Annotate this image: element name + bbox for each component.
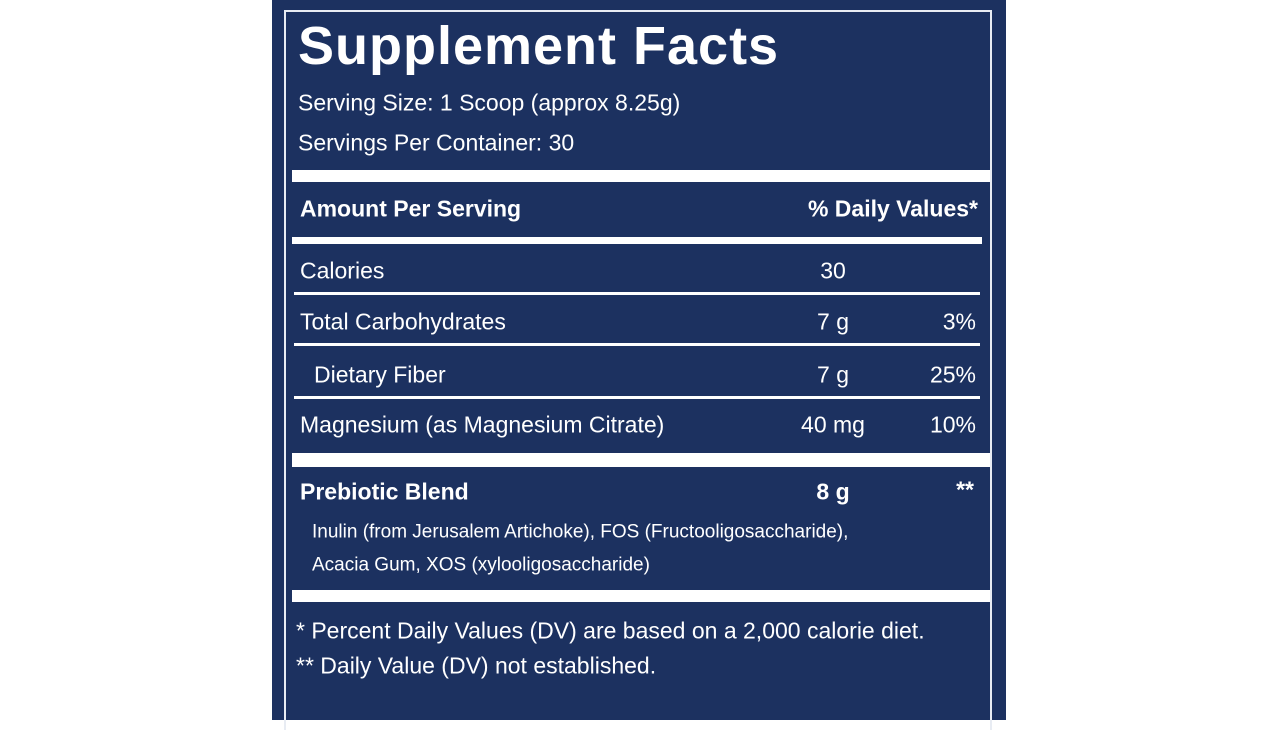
row-amount: 30 [820, 257, 846, 284]
row-amount: 40 mg [801, 411, 865, 438]
row-dv: 10% [929, 411, 976, 438]
header-amount: Amount Per Serving [300, 195, 522, 222]
blend-amount: 8 g [816, 478, 850, 505]
blend-dv: ** [956, 476, 974, 503]
divider [292, 590, 990, 602]
row-name: Dietary Fiber [314, 361, 446, 388]
divider [292, 170, 990, 182]
divider [292, 453, 990, 467]
row-amount: 7 g [817, 308, 849, 335]
row-divider [294, 343, 980, 346]
header-dv: % Daily Values* [807, 195, 978, 222]
supplement-facts-panel: Supplement Facts Serving Size: 1 Scoop (… [272, 0, 1006, 730]
title: Supplement Facts [298, 16, 780, 76]
footnote: * Percent Daily Values (DV) are based on… [296, 617, 925, 644]
blend-name: Prebiotic Blend [300, 478, 469, 505]
servings-per-container: Servings Per Container: 30 [298, 129, 575, 156]
ingredients-line: Inulin (from Jerusalem Artichoke), FOS (… [312, 521, 849, 543]
row-name: Total Carbohydrates [300, 308, 506, 335]
row-divider [294, 292, 980, 295]
row-dv: 25% [929, 361, 976, 388]
row-amount: 7 g [817, 361, 849, 388]
row-dv: 3% [942, 308, 976, 335]
row-name: Magnesium (as Magnesium Citrate) [300, 411, 665, 438]
row-name: Calories [300, 257, 385, 284]
divider [292, 237, 982, 244]
footnote: ** Daily Value (DV) not established. [296, 652, 657, 679]
ingredients-line: Acacia Gum, XOS (xylooligosaccharide) [312, 554, 650, 576]
serving-size: Serving Size: 1 Scoop (approx 8.25g) [298, 89, 681, 116]
panel-border [284, 10, 992, 730]
row-divider [294, 396, 980, 399]
